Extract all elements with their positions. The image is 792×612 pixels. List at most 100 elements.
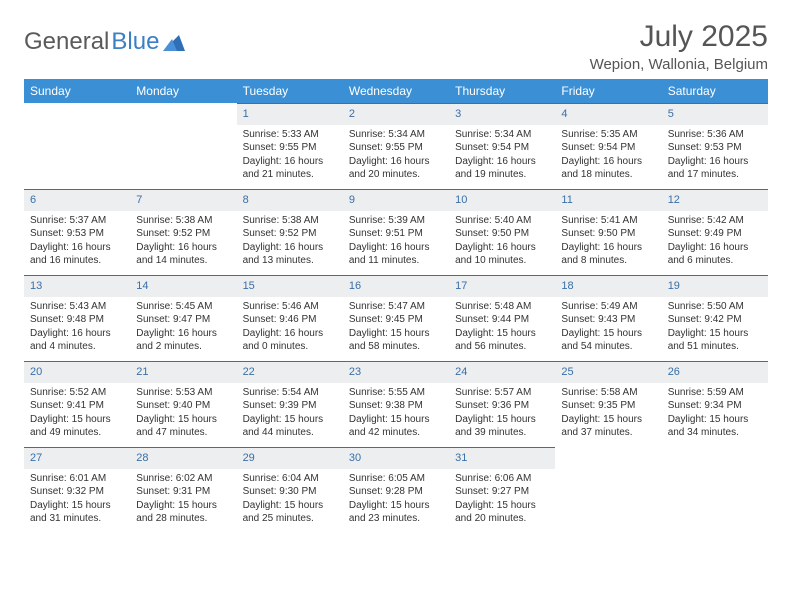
day-content: Sunrise: 5:58 AMSunset: 9:35 PMDaylight:…: [555, 383, 661, 446]
daylight-line: Daylight: 16 hours and 0 minutes.: [243, 327, 337, 354]
day-content: Sunrise: 5:38 AMSunset: 9:52 PMDaylight:…: [237, 211, 343, 274]
day-number: 7: [130, 189, 236, 211]
calendar-week-row: 1Sunrise: 5:33 AMSunset: 9:55 PMDaylight…: [24, 103, 768, 189]
sunset-line: Sunset: 9:42 PM: [668, 313, 762, 327]
logo-text-2: Blue: [111, 28, 159, 56]
sunset-line: Sunset: 9:50 PM: [561, 227, 655, 241]
day-content: Sunrise: 5:59 AMSunset: 9:34 PMDaylight:…: [662, 383, 768, 446]
sunset-line: Sunset: 9:54 PM: [455, 141, 549, 155]
day-number: 19: [662, 275, 768, 297]
daylight-line: Daylight: 16 hours and 14 minutes.: [136, 241, 230, 268]
calendar-day-cell: 7Sunrise: 5:38 AMSunset: 9:52 PMDaylight…: [130, 189, 236, 275]
sunset-line: Sunset: 9:50 PM: [455, 227, 549, 241]
calendar-day-cell: 17Sunrise: 5:48 AMSunset: 9:44 PMDayligh…: [449, 275, 555, 361]
day-number: 30: [343, 447, 449, 469]
sunrise-line: Sunrise: 5:37 AM: [30, 214, 124, 228]
calendar-day-cell: 20Sunrise: 5:52 AMSunset: 9:41 PMDayligh…: [24, 361, 130, 447]
daylight-line: Daylight: 16 hours and 20 minutes.: [349, 155, 443, 182]
calendar-day-cell: 30Sunrise: 6:05 AMSunset: 9:28 PMDayligh…: [343, 447, 449, 533]
sunrise-line: Sunrise: 6:04 AM: [243, 472, 337, 486]
daylight-line: Daylight: 16 hours and 8 minutes.: [561, 241, 655, 268]
calendar-day-cell: 27Sunrise: 6:01 AMSunset: 9:32 PMDayligh…: [24, 447, 130, 533]
sunrise-line: Sunrise: 6:02 AM: [136, 472, 230, 486]
day-content: Sunrise: 5:34 AMSunset: 9:55 PMDaylight:…: [343, 125, 449, 188]
page-header: GeneralBlue July 2025 Wepion, Wallonia, …: [24, 20, 768, 73]
calendar-day-cell: 3Sunrise: 5:34 AMSunset: 9:54 PMDaylight…: [449, 103, 555, 189]
day-content: Sunrise: 6:01 AMSunset: 9:32 PMDaylight:…: [24, 469, 130, 532]
calendar-day-cell: 10Sunrise: 5:40 AMSunset: 9:50 PMDayligh…: [449, 189, 555, 275]
day-content: Sunrise: 6:05 AMSunset: 9:28 PMDaylight:…: [343, 469, 449, 532]
sunset-line: Sunset: 9:52 PM: [136, 227, 230, 241]
daylight-line: Daylight: 16 hours and 18 minutes.: [561, 155, 655, 182]
day-content: Sunrise: 5:49 AMSunset: 9:43 PMDaylight:…: [555, 297, 661, 360]
day-content: Sunrise: 5:50 AMSunset: 9:42 PMDaylight:…: [662, 297, 768, 360]
daylight-line: Daylight: 15 hours and 56 minutes.: [455, 327, 549, 354]
day-content: Sunrise: 5:37 AMSunset: 9:53 PMDaylight:…: [24, 211, 130, 274]
calendar-body: 1Sunrise: 5:33 AMSunset: 9:55 PMDaylight…: [24, 103, 768, 533]
day-number: 20: [24, 361, 130, 383]
sunrise-line: Sunrise: 5:52 AM: [30, 386, 124, 400]
daylight-line: Daylight: 15 hours and 51 minutes.: [668, 327, 762, 354]
weekday-header: Tuesday: [237, 79, 343, 103]
sunset-line: Sunset: 9:51 PM: [349, 227, 443, 241]
sunset-line: Sunset: 9:53 PM: [668, 141, 762, 155]
day-number: 28: [130, 447, 236, 469]
location: Wepion, Wallonia, Belgium: [590, 56, 768, 73]
sunrise-line: Sunrise: 5:54 AM: [243, 386, 337, 400]
day-number: 24: [449, 361, 555, 383]
calendar-week-row: 13Sunrise: 5:43 AMSunset: 9:48 PMDayligh…: [24, 275, 768, 361]
sunset-line: Sunset: 9:43 PM: [561, 313, 655, 327]
day-content: Sunrise: 6:04 AMSunset: 9:30 PMDaylight:…: [237, 469, 343, 532]
calendar-week-row: 6Sunrise: 5:37 AMSunset: 9:53 PMDaylight…: [24, 189, 768, 275]
day-number: 2: [343, 103, 449, 125]
sunrise-line: Sunrise: 5:39 AM: [349, 214, 443, 228]
day-number: 22: [237, 361, 343, 383]
day-number: 10: [449, 189, 555, 211]
daylight-line: Daylight: 16 hours and 16 minutes.: [30, 241, 124, 268]
sunset-line: Sunset: 9:27 PM: [455, 485, 549, 499]
sunrise-line: Sunrise: 5:47 AM: [349, 300, 443, 314]
sunrise-line: Sunrise: 6:06 AM: [455, 472, 549, 486]
sunset-line: Sunset: 9:36 PM: [455, 399, 549, 413]
day-number: 18: [555, 275, 661, 297]
calendar-day-cell: 8Sunrise: 5:38 AMSunset: 9:52 PMDaylight…: [237, 189, 343, 275]
logo: GeneralBlue: [24, 20, 185, 56]
daylight-line: Daylight: 15 hours and 23 minutes.: [349, 499, 443, 526]
title-block: July 2025 Wepion, Wallonia, Belgium: [590, 20, 768, 73]
calendar-day-cell: 18Sunrise: 5:49 AMSunset: 9:43 PMDayligh…: [555, 275, 661, 361]
sunrise-line: Sunrise: 5:34 AM: [349, 128, 443, 142]
sunset-line: Sunset: 9:55 PM: [349, 141, 443, 155]
calendar-day-cell: 24Sunrise: 5:57 AMSunset: 9:36 PMDayligh…: [449, 361, 555, 447]
day-number: 1: [237, 103, 343, 125]
calendar-day-cell: 4Sunrise: 5:35 AMSunset: 9:54 PMDaylight…: [555, 103, 661, 189]
day-content: Sunrise: 5:36 AMSunset: 9:53 PMDaylight:…: [662, 125, 768, 188]
sunrise-line: Sunrise: 5:55 AM: [349, 386, 443, 400]
day-content: Sunrise: 5:39 AMSunset: 9:51 PMDaylight:…: [343, 211, 449, 274]
day-number: 4: [555, 103, 661, 125]
sunset-line: Sunset: 9:46 PM: [243, 313, 337, 327]
sunset-line: Sunset: 9:30 PM: [243, 485, 337, 499]
calendar-day-cell: [24, 103, 130, 189]
calendar-day-cell: 14Sunrise: 5:45 AMSunset: 9:47 PMDayligh…: [130, 275, 236, 361]
day-content: Sunrise: 5:48 AMSunset: 9:44 PMDaylight:…: [449, 297, 555, 360]
day-number: 6: [24, 189, 130, 211]
sunset-line: Sunset: 9:48 PM: [30, 313, 124, 327]
sunrise-line: Sunrise: 5:48 AM: [455, 300, 549, 314]
sunrise-line: Sunrise: 5:46 AM: [243, 300, 337, 314]
calendar-day-cell: 2Sunrise: 5:34 AMSunset: 9:55 PMDaylight…: [343, 103, 449, 189]
day-number: 29: [237, 447, 343, 469]
day-number: 21: [130, 361, 236, 383]
daylight-line: Daylight: 16 hours and 19 minutes.: [455, 155, 549, 182]
sunset-line: Sunset: 9:47 PM: [136, 313, 230, 327]
day-content: Sunrise: 5:41 AMSunset: 9:50 PMDaylight:…: [555, 211, 661, 274]
daylight-line: Daylight: 15 hours and 34 minutes.: [668, 413, 762, 440]
day-number: 8: [237, 189, 343, 211]
daylight-line: Daylight: 15 hours and 31 minutes.: [30, 499, 124, 526]
calendar-day-cell: [662, 447, 768, 533]
sunset-line: Sunset: 9:40 PM: [136, 399, 230, 413]
sunrise-line: Sunrise: 5:38 AM: [243, 214, 337, 228]
sunset-line: Sunset: 9:44 PM: [455, 313, 549, 327]
day-content: Sunrise: 5:38 AMSunset: 9:52 PMDaylight:…: [130, 211, 236, 274]
daylight-line: Daylight: 16 hours and 13 minutes.: [243, 241, 337, 268]
day-number: 27: [24, 447, 130, 469]
